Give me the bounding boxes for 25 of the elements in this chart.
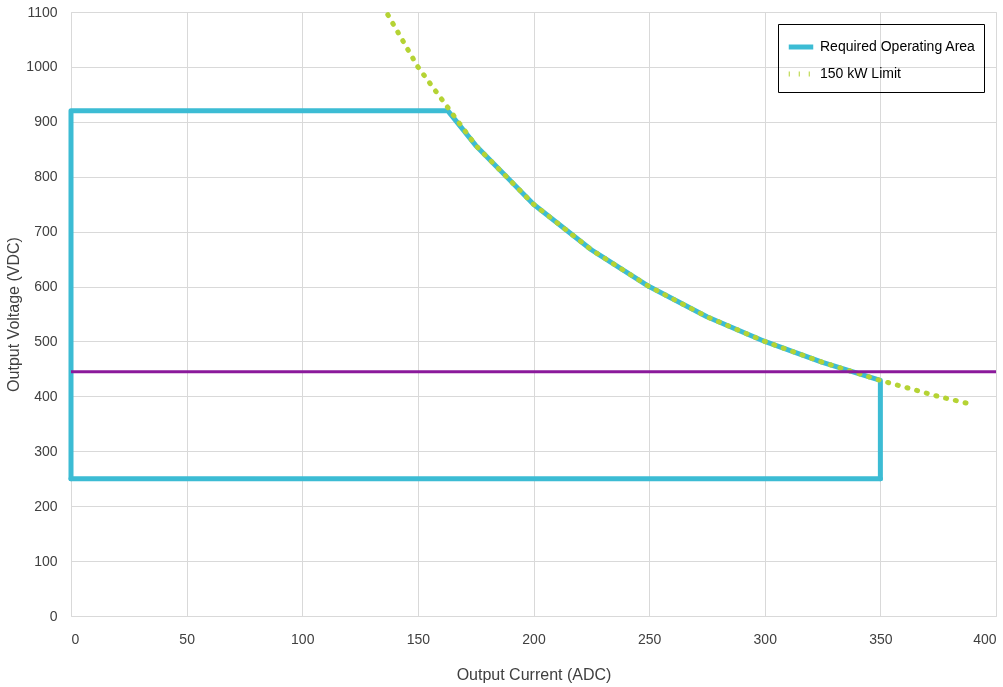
y-tick-label: 700 [34, 223, 58, 240]
x-tick-label: 300 [753, 630, 778, 647]
y-tick-label: 500 [34, 332, 58, 349]
x-tick-label: 200 [522, 630, 546, 647]
x-tick-label: 100 [291, 630, 315, 647]
y-tick-label: 400 [34, 387, 58, 404]
y-tick-label: 300 [34, 442, 58, 459]
y-axis-title: Output Voltage (VDC) [5, 237, 23, 392]
x-tick-label: 150 [406, 630, 431, 647]
x-tick-label: 250 [637, 630, 662, 647]
y-tick-label: 100 [34, 552, 58, 569]
legend-label: Required Operating Area [820, 38, 976, 54]
legend-label: 150 kW Limit [820, 65, 902, 81]
y-tick-label: 0 [49, 607, 58, 624]
y-tick-label: 200 [34, 497, 58, 514]
x-tick-label: 50 [179, 630, 196, 647]
y-tick-label: 1100 [27, 3, 58, 20]
x-axis-title: Output Current (ADC) [456, 665, 612, 683]
x-tick-label: 400 [973, 630, 997, 647]
y-tick-label: 600 [34, 278, 58, 295]
y-tick-label: 900 [34, 113, 58, 130]
x-tick-label: 350 [869, 630, 893, 647]
x-tick-label: 0 [71, 630, 80, 647]
y-tick-label: 1000 [26, 58, 58, 75]
y-tick-label: 800 [34, 168, 58, 185]
